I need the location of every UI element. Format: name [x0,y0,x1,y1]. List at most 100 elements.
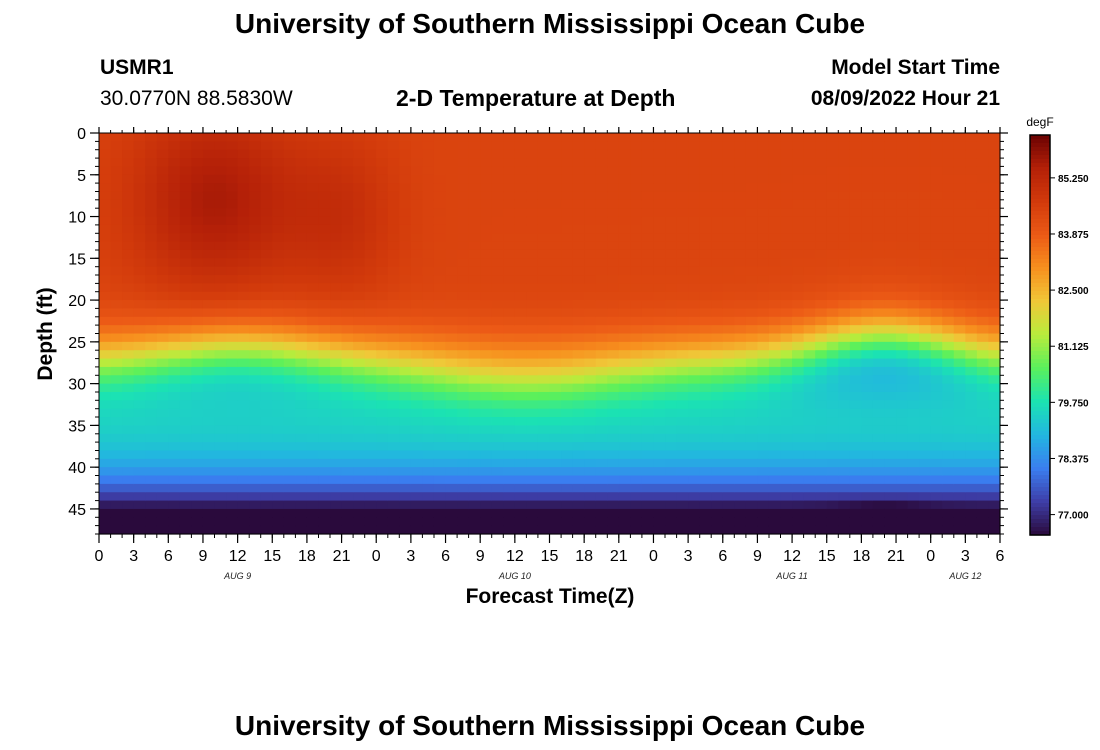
heatmap-cell [226,241,239,251]
heatmap-cell [514,525,527,535]
heatmap-cell [514,216,527,226]
heatmap-cell [919,325,932,335]
heatmap-cell [919,158,932,168]
heatmap-cell [607,316,620,326]
heatmap-cell [445,358,458,368]
heatmap-cell [607,508,620,518]
heatmap-cell [353,308,366,318]
heatmap-cell [953,383,966,393]
heatmap-cell [433,249,447,259]
heatmap-cell [226,275,239,284]
heatmap-cell [595,258,608,268]
heatmap-cell [607,300,620,310]
heatmap-cell [688,350,701,360]
heatmap-cell [433,241,447,251]
heatmap-cell [734,325,747,335]
heatmap-cell [745,425,759,435]
heatmap-cell [306,425,320,435]
heatmap-cell [896,391,909,401]
heatmap-cell [907,341,920,351]
heatmap-cell [965,233,978,243]
heatmap-cell [330,383,343,393]
heatmap-cell [202,316,216,326]
heatmap-cell [953,483,966,493]
heatmap-cell [884,316,897,326]
heatmap-cell [965,208,978,218]
heatmap-cell [722,391,735,401]
heatmap-cell [699,291,712,301]
heatmap-cell [584,400,597,410]
heatmap-cell [422,199,435,209]
colorbar-segment [1030,275,1050,280]
heatmap-cell [768,141,782,151]
heatmap-cell [607,275,620,284]
heatmap-cell [306,383,320,393]
heatmap-cell [653,275,666,284]
heatmap-cell [433,508,447,518]
heatmap-cell [122,500,135,510]
heatmap-cell [318,316,331,326]
heatmap-cell [815,133,828,142]
heatmap-cell [156,208,169,218]
heatmap-cell [861,467,874,477]
heatmap-cell [526,433,539,443]
heatmap-cell [872,308,886,318]
heatmap-cell [387,350,400,360]
heatmap-cell [699,166,712,176]
heatmap-cell [665,350,678,360]
heatmap-cell [595,383,608,393]
heatmap-cell [526,199,539,209]
heatmap-cell [318,425,331,435]
heatmap-cell [457,508,470,518]
heatmap-cell [976,141,990,151]
heatmap-cell [838,500,851,510]
heatmap-cell [179,417,193,426]
heatmap-cell [803,391,816,401]
heatmap-cell [353,517,366,527]
heatmap-cell [976,350,990,360]
heatmap-cell [341,183,354,193]
heatmap-cell [849,508,862,518]
heatmap-cell [526,133,539,142]
colorbar-segment [1030,451,1050,456]
heatmap-cell [595,366,608,376]
heatmap-cell [145,341,158,351]
heatmap-cell [595,458,608,468]
heatmap-cell [214,467,227,477]
colorbar-segment [1030,223,1050,228]
heatmap-cell [433,417,447,426]
heatmap-cell [156,166,169,176]
heatmap-cell [722,358,735,368]
heatmap-cell [318,517,331,527]
heatmap-cell [514,249,527,259]
heatmap-cell [976,208,990,218]
heatmap-cell [561,291,574,301]
heatmap-cell [364,391,377,401]
heatmap-cell [584,258,597,268]
x-tick-label: 18 [852,548,870,565]
heatmap-cell [168,417,181,426]
heatmap-cell [410,517,424,527]
heatmap-cell [919,525,932,535]
heatmap-cell [942,316,955,326]
heatmap-cell [988,391,1001,401]
heatmap-cell [237,358,250,368]
heatmap-cell [907,325,920,335]
heatmap-cell [272,375,285,385]
heatmap-cell [295,174,308,184]
heatmap-cell [942,199,955,209]
heatmap-cell [630,391,643,401]
heatmap-cell [699,199,712,209]
heatmap-cell [445,275,458,284]
heatmap-cell [665,433,678,443]
colorbar-segment [1030,351,1050,356]
heatmap-cell [156,425,169,435]
heatmap-cell [168,350,181,360]
heatmap-cell [549,133,562,142]
heatmap-cell [549,291,562,301]
heatmap-cell [641,174,655,184]
heatmap-cell [572,475,585,485]
heatmap-cell [722,417,735,426]
heatmap-cell [422,475,435,485]
heatmap-cell [665,283,678,293]
